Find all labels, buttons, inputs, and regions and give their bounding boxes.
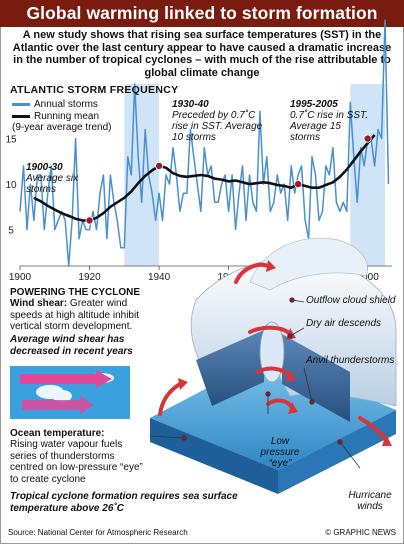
wind-shear-label: Wind shear:	[10, 298, 68, 309]
x-tick-label-1980: 1980	[287, 272, 310, 283]
wind-shear-body: Greater wind speeds at high altitude inh…	[10, 298, 139, 332]
x-tick-label-1960: 1960	[217, 272, 240, 283]
source-text: Source: National Center for Atmospheric …	[8, 528, 188, 537]
annotation-1995-2005-text: 0.7˚C rise in SST. Average 15 storms	[290, 110, 368, 143]
chart-legend: Annual storms Running mean (9-year avera…	[12, 99, 112, 134]
annual-storms-line	[19, 19, 390, 267]
x-tick-label-1940: 1940	[148, 272, 171, 283]
storm-frequency-chart: 1900 1920 1940 1960 1980 2000 5 10 15	[5, 19, 392, 283]
annotation-1930-40-text: Preceded by 0.7˚C rise in SST. Average 1…	[172, 110, 263, 143]
chart-section-title: ATLANTIC STORM FREQUENCY	[10, 84, 179, 96]
tropical-formation-note: Tropical cyclone formation requires sea …	[10, 491, 238, 514]
powering-title: POWERING THE CYCLONE	[10, 287, 141, 298]
running-swatch	[12, 114, 30, 118]
marker-point-0	[85, 216, 94, 225]
x-tick-label-1900: 1900	[9, 272, 32, 283]
marker-point-3	[363, 134, 372, 143]
page-title: Global warming linked to storm formation	[0, 0, 404, 27]
legend-running-note: (9-year average trend)	[12, 122, 112, 134]
x-tick-label-2000: 2000	[357, 272, 380, 283]
label-outflow: Outflow cloud shield	[306, 295, 396, 306]
intro-text: A new study shows that rising sea surfac…	[12, 29, 392, 79]
shaded-period-0	[124, 84, 160, 266]
legend-running: Running mean	[34, 110, 100, 122]
wind-shear-text: Wind shear: Greater wind speeds at high …	[10, 298, 160, 333]
wind-shear-highlight: Average wind shear has decreased in rece…	[10, 334, 133, 357]
ocean-temp-text: Ocean temperature: Rising water vapour f…	[10, 428, 150, 485]
annotation-1995-2005-title: 1995-2005	[290, 99, 338, 110]
label-hurricane-winds: Hurricane winds	[348, 490, 392, 512]
annotation-1900-30-title: 1900-30	[26, 162, 63, 173]
label-dry-air: Dry air descends	[306, 318, 382, 329]
label-anvil: Anvil thunderstorms	[306, 355, 395, 366]
y-tick-label-10: 10	[5, 180, 17, 191]
marker-point-2	[294, 180, 303, 189]
annotation-1930-40: 1930-40 Preceded by 0.7˚C rise in SST. A…	[172, 99, 268, 143]
ocean-temp-body: Rising water vapour fuels series of thun…	[10, 439, 143, 485]
label-low-pressure: Low pressure “eye”	[260, 436, 300, 469]
marker-point-1	[155, 161, 164, 170]
shaded-period-1	[350, 84, 386, 266]
y-tick-label-5: 5	[8, 226, 14, 237]
annotation-1930-40-title: 1930-40	[172, 99, 209, 110]
annotation-1900-30-text: Average six storms	[26, 173, 79, 195]
ocean-temp-label: Ocean temperature:	[10, 428, 105, 439]
annotation-1995-2005: 1995-2005 0.7˚C rise in SST. Average 15 …	[290, 99, 372, 143]
annual-swatch	[12, 103, 30, 107]
x-tick-label-1920: 1920	[78, 272, 101, 283]
y-tick-label-15: 15	[5, 135, 17, 146]
credit-text: © GRAPHIC NEWS	[325, 528, 396, 537]
legend-annual: Annual storms	[34, 99, 98, 110]
annotation-1900-30: 1900-30 Average six storms	[26, 162, 106, 195]
